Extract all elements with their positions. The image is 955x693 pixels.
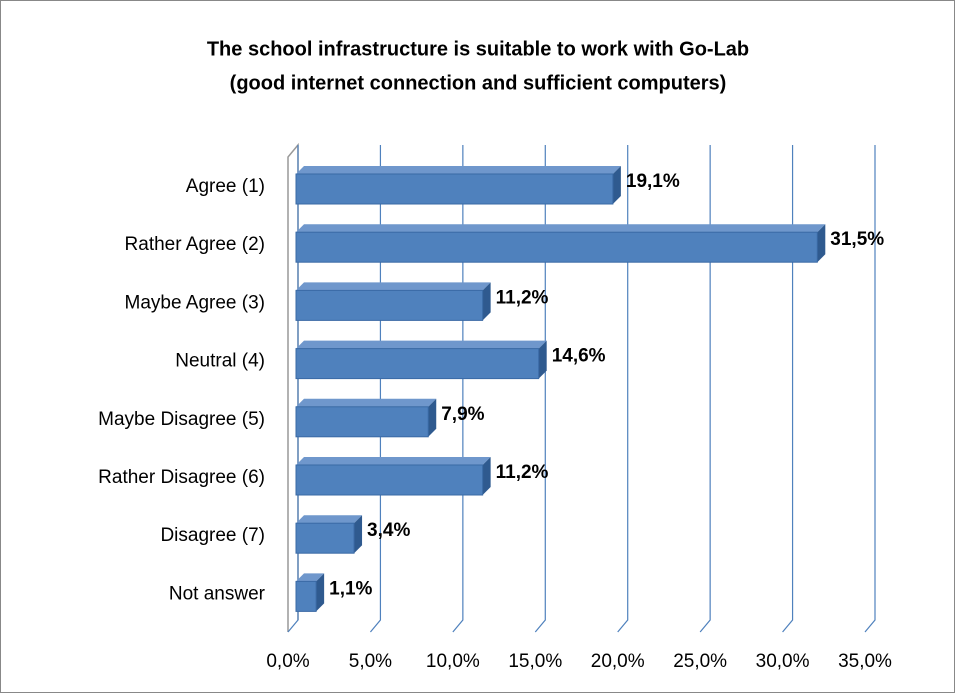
bar <box>295 231 818 263</box>
y-tick-label: Rather Agree (2) <box>125 234 265 255</box>
bar-top <box>296 515 363 524</box>
x-tick-label: 30,0% <box>756 651 810 672</box>
chart-title: The school infrastructure is suitable to… <box>207 38 749 60</box>
bar <box>295 464 484 496</box>
grid-line <box>782 145 794 633</box>
value-label: 11,2% <box>496 287 549 308</box>
y-tick-label: Rather Disagree (6) <box>98 467 265 488</box>
bar-side <box>817 224 826 263</box>
x-tick-label: 0,0% <box>266 651 309 672</box>
bar-top <box>296 166 621 174</box>
bar-top <box>296 573 325 582</box>
grid-line <box>864 145 876 633</box>
y-tick-label: Agree (1) <box>186 176 265 197</box>
x-tick-label: 10,0% <box>426 651 480 672</box>
x-tick-label: 35,0% <box>838 651 892 672</box>
bar-side <box>316 573 325 612</box>
value-label: 19,1% <box>626 171 680 192</box>
x-tick-label: 5,0% <box>349 651 392 672</box>
bar-side <box>482 282 491 321</box>
y-tick-label: Not answer <box>169 583 266 604</box>
value-label: 31,5% <box>830 229 884 250</box>
grid-line <box>534 145 546 633</box>
bar-top <box>296 340 547 349</box>
bar-top <box>296 457 491 465</box>
x-tick-label: 25,0% <box>673 651 727 672</box>
bar <box>295 406 429 438</box>
y-tick-label: Maybe Agree (3) <box>125 292 265 313</box>
value-label: 3,4% <box>367 520 410 541</box>
bar-top <box>296 224 826 233</box>
bar-top <box>296 282 491 291</box>
x-tick-label: 20,0% <box>591 651 645 672</box>
bar <box>295 580 317 612</box>
bar-side <box>428 398 437 437</box>
bar-side <box>538 340 547 379</box>
bar-side <box>354 515 363 554</box>
bar <box>295 173 614 205</box>
x-tick-label: 15,0% <box>508 651 562 672</box>
bar <box>295 348 540 380</box>
value-label: 14,6% <box>552 346 606 367</box>
value-label: 1,1% <box>329 578 372 599</box>
value-label: 11,2% <box>496 462 549 483</box>
grid-line <box>699 145 711 633</box>
bar-top <box>296 398 437 407</box>
bar-side <box>612 166 621 204</box>
y-tick-label: Disagree (7) <box>160 525 265 546</box>
grid-line <box>617 145 629 633</box>
chart-title: (good internet connection and sufficient… <box>230 72 727 94</box>
value-label: 7,9% <box>441 404 484 425</box>
bar-side <box>482 457 491 495</box>
y-tick-label: Maybe Disagree (5) <box>98 409 265 430</box>
y-tick-label: Neutral (4) <box>175 351 265 372</box>
bar <box>295 289 484 321</box>
bar <box>295 522 355 554</box>
